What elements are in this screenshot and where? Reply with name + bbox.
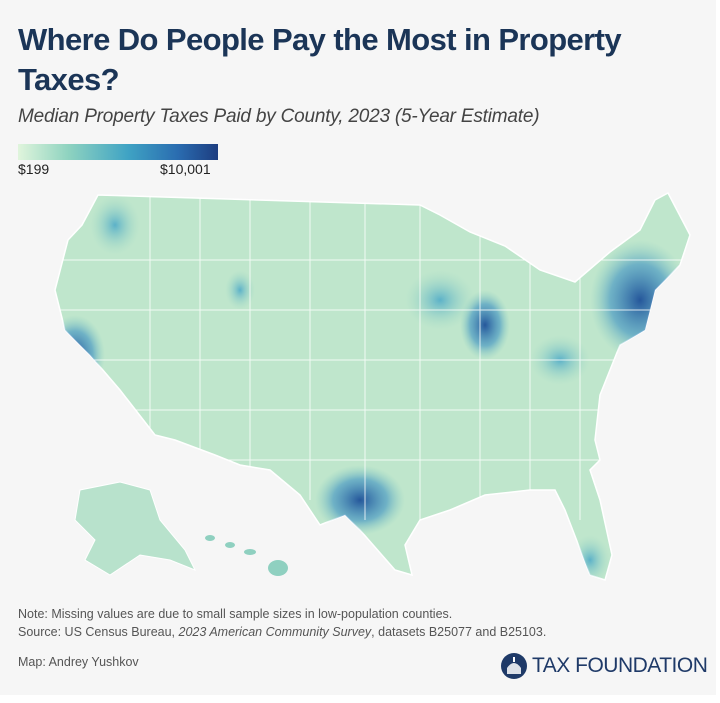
utah-region — [225, 270, 255, 310]
page-title: Where Do People Pay the Most in Property… — [18, 22, 622, 97]
contiguous-us — [54, 191, 691, 581]
source-suffix: , datasets B25077 and B25103. — [371, 625, 547, 639]
california-high-region — [55, 315, 105, 395]
seattle-region — [90, 195, 140, 255]
hawaii — [205, 535, 288, 576]
texas-high-region — [315, 465, 405, 535]
northeast-high-region — [590, 240, 690, 360]
us-county-map — [54, 191, 691, 581]
florida-region — [570, 535, 610, 580]
source-prefix: Source: US Census Bureau, — [18, 625, 179, 639]
logo-text: TAX FOUNDATION — [532, 654, 708, 677]
map-credit: Map: Andrey Yushkov — [18, 655, 139, 669]
subtitle: Median Property Taxes Paid by County, 20… — [18, 106, 540, 127]
legend-max-label: $10,001 — [160, 161, 211, 177]
alaska — [74, 481, 197, 576]
source-title: 2023 American Community Survey — [178, 625, 372, 639]
tax-foundation-logo: TAX FOUNDATION — [500, 652, 708, 680]
legend-min-label: $199 — [18, 161, 50, 177]
note-text: Note: Missing values are due to small sa… — [18, 607, 453, 621]
legend-color-scale — [18, 144, 218, 160]
capitol-dome-icon — [501, 653, 527, 679]
wisconsin-region — [405, 270, 475, 330]
source-text: Source: US Census Bureau, 2023 American … — [18, 625, 546, 639]
